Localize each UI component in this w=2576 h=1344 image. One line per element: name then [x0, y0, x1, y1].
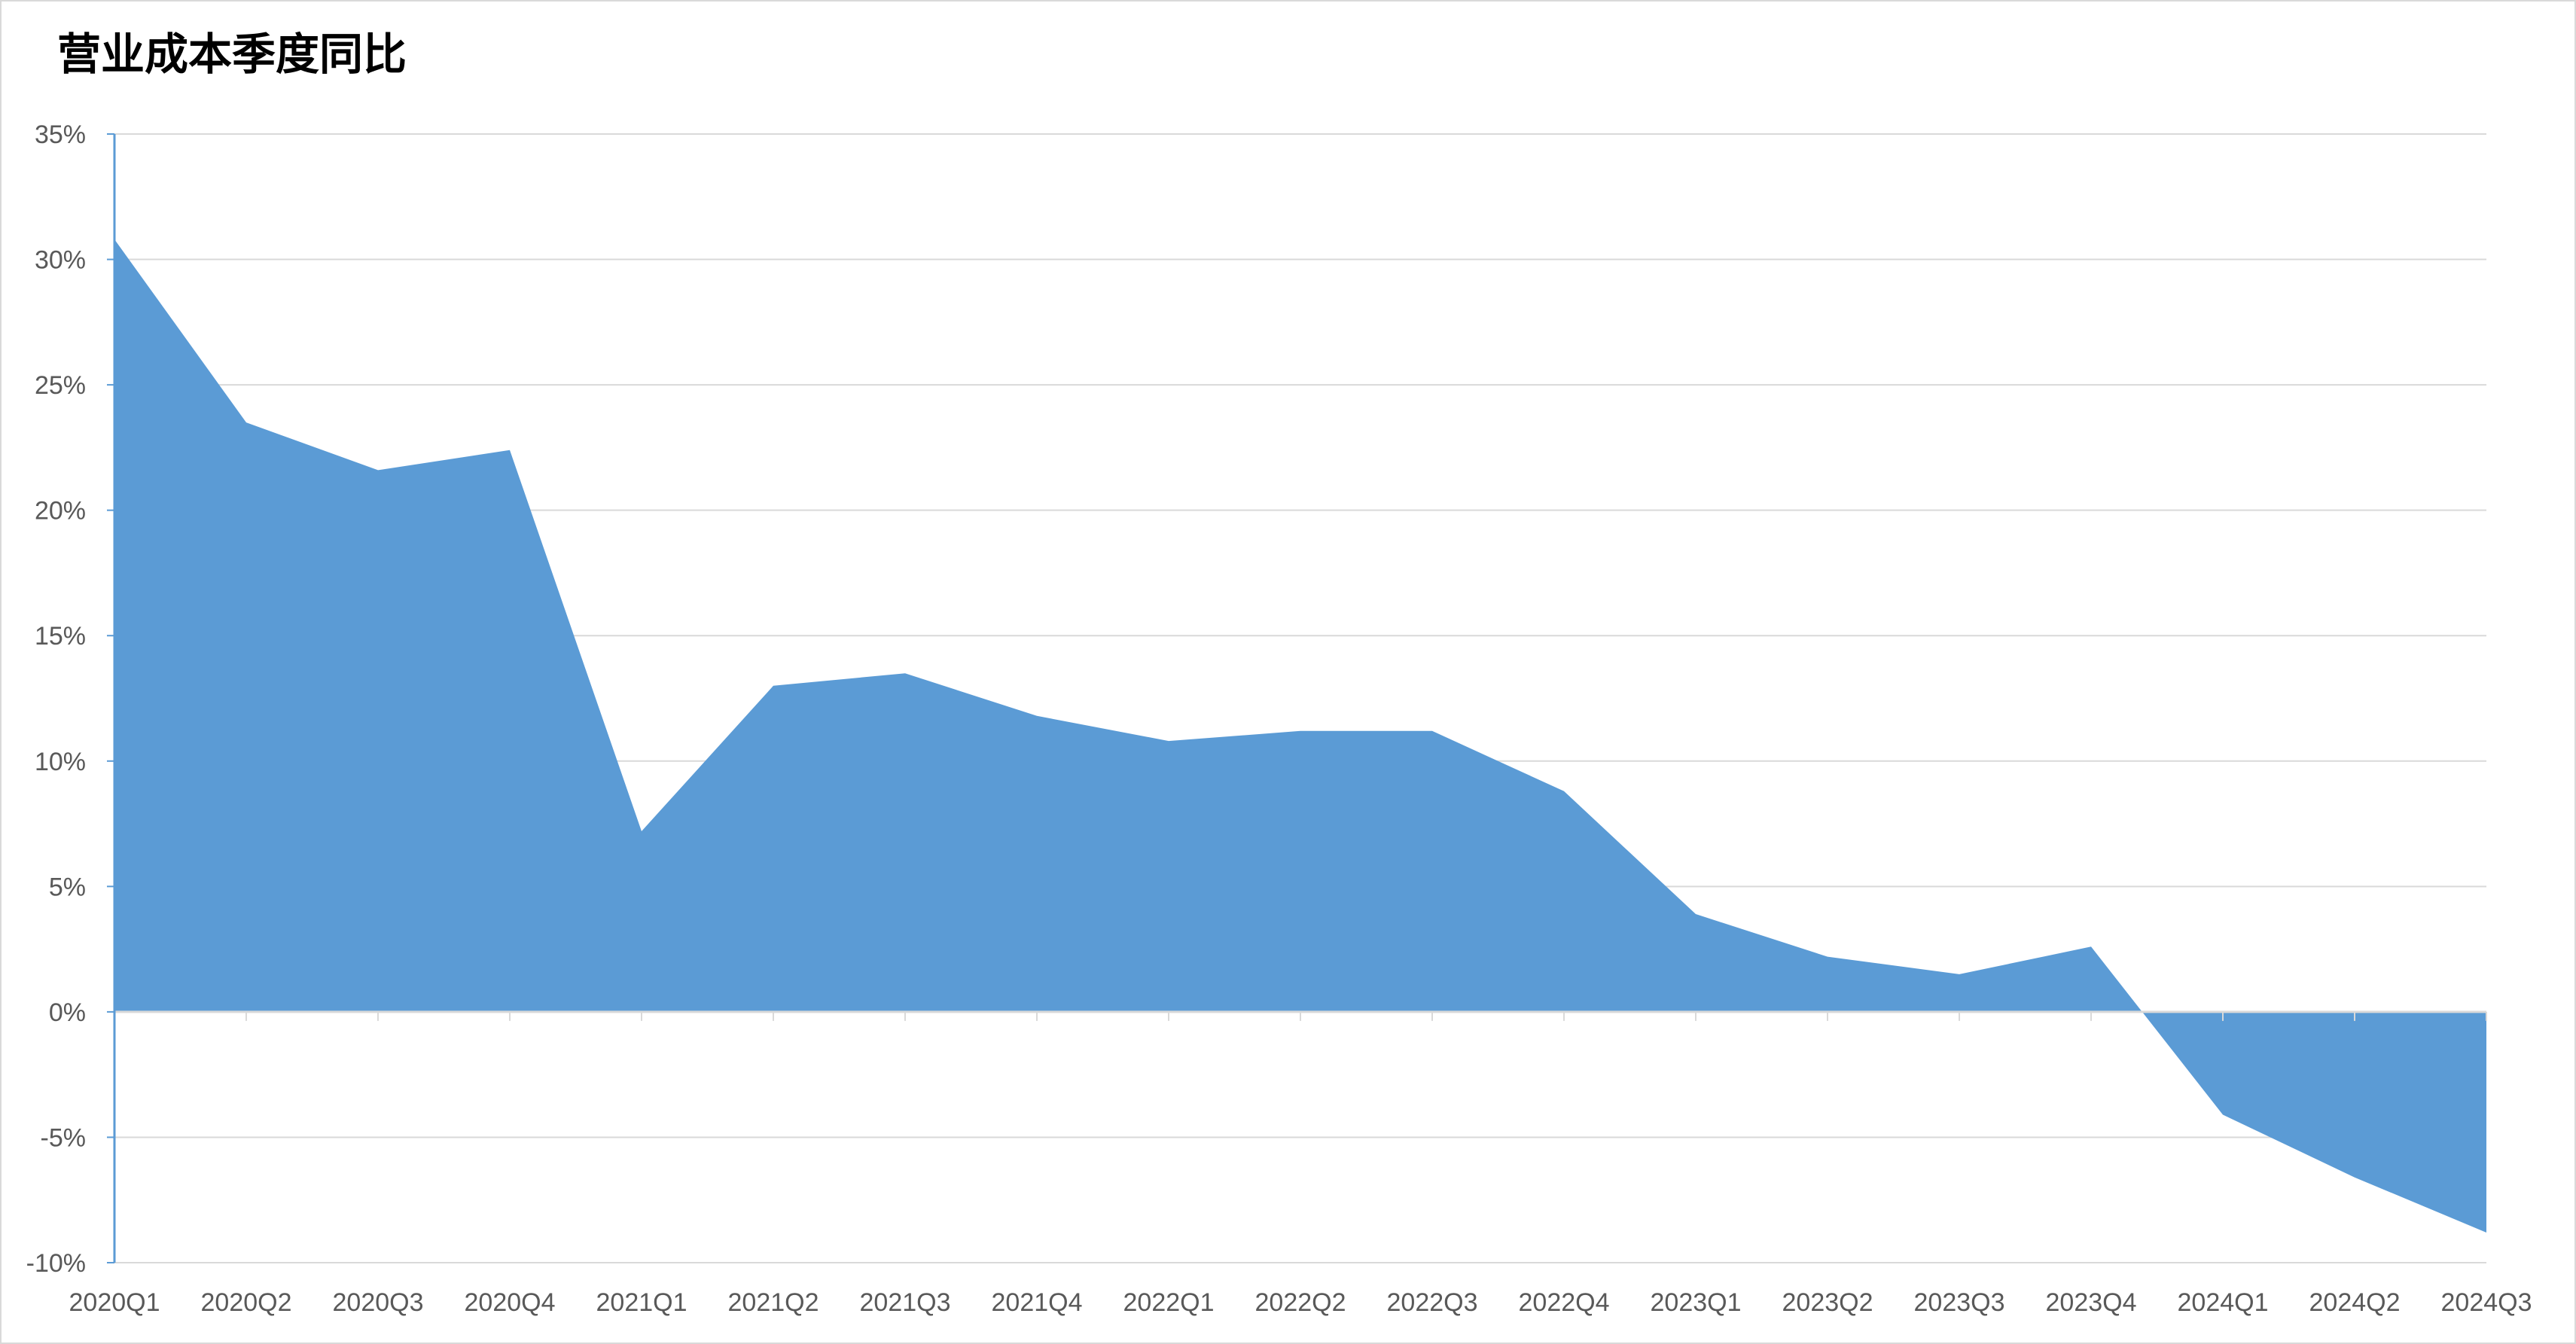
- x-tick-label: 2023Q1: [1651, 1288, 1742, 1317]
- x-tick-label: 2023Q4: [2046, 1288, 2137, 1317]
- y-tick-label: 20%: [35, 497, 86, 526]
- x-tick-label: 2022Q1: [1123, 1288, 1215, 1317]
- y-tick-label: 15%: [35, 622, 86, 651]
- x-tick-label: 2020Q3: [333, 1288, 424, 1317]
- x-tick-label: 2024Q1: [2178, 1288, 2269, 1317]
- x-tick-label: 2022Q4: [1519, 1288, 1610, 1317]
- x-tick-label: 2020Q4: [465, 1288, 556, 1317]
- x-tick-label: 2022Q2: [1255, 1288, 1346, 1317]
- chart-title: 营业成本季度同比: [57, 29, 407, 80]
- y-tick-label: -5%: [41, 1123, 86, 1152]
- y-tick-label: 25%: [35, 371, 86, 400]
- x-tick-label: 2023Q3: [1914, 1288, 2005, 1317]
- area-series-0: [114, 239, 2486, 1233]
- x-tick-label: 2021Q4: [992, 1288, 1083, 1317]
- y-tick-label: -10%: [26, 1249, 86, 1278]
- x-tick-label: 2020Q1: [69, 1288, 160, 1317]
- x-tick-label: 2021Q2: [728, 1288, 819, 1317]
- y-tick-labels: 35% 30% 25% 20% 15% 10% 5% 0% -5% -10%: [26, 120, 86, 1278]
- area-series: [114, 239, 2486, 1233]
- y-tick-label: 30%: [35, 246, 86, 275]
- x-tick-label: 2024Q2: [2309, 1288, 2401, 1317]
- axes: [107, 133, 2487, 1263]
- y-tick-label: 35%: [35, 120, 86, 149]
- x-tick-label: 2023Q2: [1782, 1288, 1873, 1317]
- y-tick-label: 0%: [49, 998, 86, 1027]
- x-tick-label: 2021Q3: [860, 1288, 951, 1317]
- x-tick-label: 2024Q3: [2441, 1288, 2532, 1317]
- y-tick-label: 5%: [49, 873, 86, 901]
- x-tick-label: 2022Q3: [1387, 1288, 1478, 1317]
- x-tick-label: 2021Q1: [596, 1288, 687, 1317]
- x-tick-labels: 2020Q1 2020Q2 2020Q3 2020Q4 2021Q1 2021Q2 2021…: [69, 1288, 2532, 1317]
- x-tick-label: 2020Q2: [201, 1288, 292, 1317]
- y-tick-label: 10%: [35, 748, 86, 776]
